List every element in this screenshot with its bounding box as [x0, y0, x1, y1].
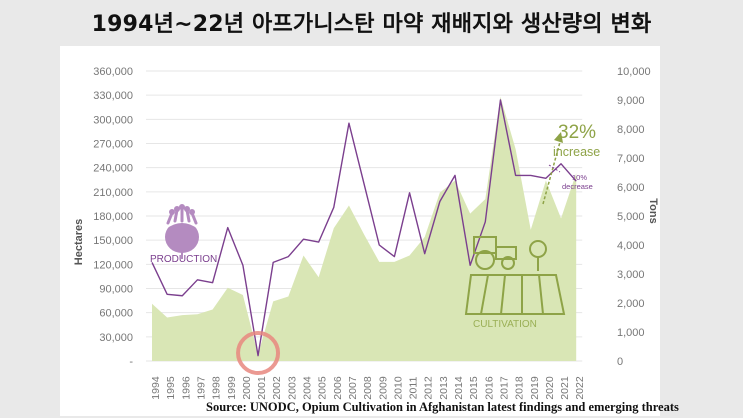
x-tick-label: 2016 — [483, 376, 495, 400]
poppy-icon — [165, 204, 199, 259]
x-tick-label: 2011 — [408, 377, 420, 400]
y-axis-title: Hectares — [73, 219, 85, 265]
x-tick-label: 2020 — [544, 376, 556, 400]
y2-tick-label: 5,000 — [617, 211, 645, 223]
y-tick-label: 150,000 — [93, 235, 133, 247]
y-tick-label: 240,000 — [93, 163, 133, 175]
y2-tick-label: 7,000 — [617, 153, 645, 165]
x-tick-label: 2008 — [362, 376, 374, 400]
y2-tick-label: 9,000 — [617, 95, 645, 107]
y2-tick-label: 3,000 — [617, 269, 645, 281]
increase-percent: 32% — [558, 122, 596, 143]
x-tick-label: 2010 — [392, 376, 404, 400]
production-label: PRODUCTION — [150, 254, 217, 265]
right-axis-ticks: 0 1,000 2,000 3,000 4,000 5,000 6,000 7,000 8,00… — [617, 66, 651, 368]
y-tick-label: 90,000 — [99, 284, 133, 296]
x-tick-label: 2002 — [271, 376, 283, 400]
x-tick-label: 2019 — [529, 376, 541, 400]
y-tick-label: 180,000 — [93, 211, 133, 223]
y-tick-label: 300,000 — [93, 114, 133, 126]
page-title: 1994년~22년 아프가니스탄 마약 재배지와 생산량의 변화 — [91, 12, 652, 37]
x-tick-label: 2017 — [498, 376, 510, 400]
tractor-field-icon — [464, 236, 566, 315]
cultivation-label: CULTIVATION — [473, 319, 537, 330]
x-tick-label: 2015 — [468, 376, 480, 400]
x-tick-label: 2014 — [453, 376, 465, 400]
increase-arrow — [542, 141, 561, 205]
y-tick-label: 30,000 — [99, 332, 133, 344]
x-tick-label: 1994 — [150, 376, 162, 400]
x-tick-label: 2009 — [377, 376, 389, 400]
x-tick-label: 1998 — [211, 376, 223, 400]
source-caption: Source: UNODC, Opium Cultivation in Afgh… — [206, 400, 679, 414]
y2-tick-label: 1,000 — [617, 327, 645, 339]
y2-tick-label: 4,000 — [617, 240, 645, 252]
opium-chart: - 30,000 60,000 90,000 120,000 150,000 180,000… — [73, 66, 659, 400]
cultivation-area — [152, 96, 577, 362]
y-tick-label: 60,000 — [99, 308, 133, 320]
x-tick-label: 1996 — [180, 376, 192, 400]
y-tick-label: 210,000 — [93, 187, 133, 199]
y2-axis-title: Tons — [647, 198, 659, 223]
y2-tick-label: 2,000 — [617, 298, 645, 310]
x-tick-label: 2012 — [423, 376, 435, 400]
x-axis-ticks: 1994 1995 1996 1997 1998 1999 2000 2001 2002 2003… — [150, 376, 586, 400]
y-tick-label: 120,000 — [93, 259, 133, 271]
left-axis-ticks: - 30,000 60,000 90,000 120,000 150,000 180,000… — [93, 66, 133, 368]
y2-tick-label: 8,000 — [617, 124, 645, 136]
x-tick-label: 2013 — [438, 376, 450, 400]
y-tick-label: 330,000 — [93, 90, 133, 102]
y-tick-label: 360,000 — [93, 66, 133, 78]
x-tick-label: 2003 — [286, 376, 298, 400]
x-tick-label: 2007 — [347, 376, 359, 400]
increase-word: increase — [553, 145, 600, 159]
x-tick-label: 2022 — [574, 376, 586, 400]
increase-arrow-head — [554, 132, 563, 143]
x-tick-label: 2004 — [302, 376, 314, 400]
x-tick-label: 1999 — [226, 376, 238, 400]
highlight-circle-2001 — [236, 331, 281, 375]
y-tick-label: - — [129, 356, 133, 368]
x-tick-label: 2000 — [241, 376, 253, 400]
y2-tick-label: 6,000 — [617, 182, 645, 194]
x-tick-label: 2006 — [332, 376, 344, 400]
x-tick-label: 1995 — [165, 376, 177, 400]
decrease-word: decrease — [562, 182, 593, 191]
chart-panel: - 30,000 60,000 90,000 120,000 150,000 180,000… — [60, 46, 660, 416]
x-tick-label: 2001 — [256, 376, 268, 400]
x-tick-label: 2005 — [317, 376, 329, 400]
x-tick-label: 2021 — [559, 376, 571, 400]
x-tick-label: 1997 — [195, 376, 207, 400]
y2-tick-label: 10,000 — [617, 66, 651, 78]
production-line-layer — [151, 99, 577, 357]
decrease-percent: 10% — [572, 173, 587, 182]
x-tick-label: 2018 — [514, 376, 526, 400]
y-tick-label: 270,000 — [93, 139, 133, 151]
y2-tick-label: 0 — [617, 356, 623, 368]
cultivation-area-layer — [151, 96, 577, 362]
